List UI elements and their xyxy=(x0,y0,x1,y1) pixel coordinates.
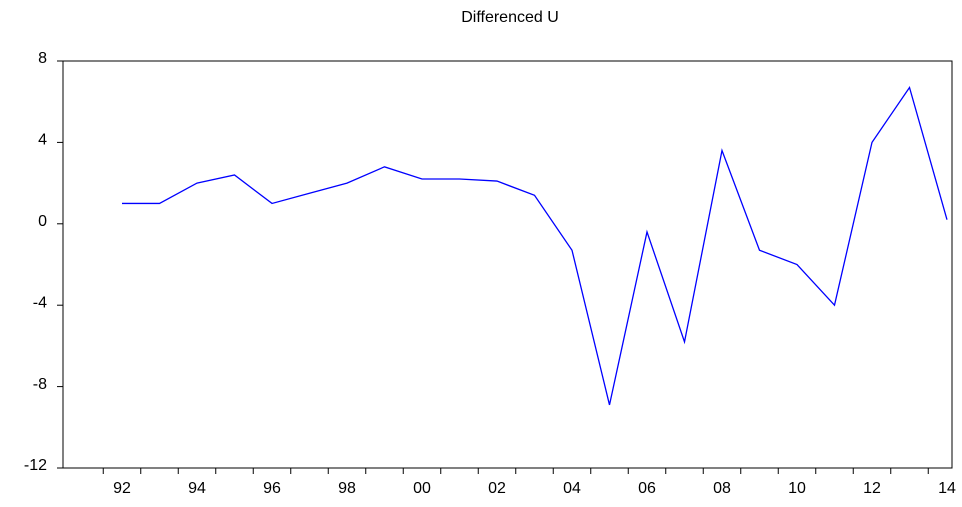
data-line xyxy=(122,85,948,406)
x-tick-label: 98 xyxy=(338,480,356,497)
y-tick-label: 4 xyxy=(38,132,47,149)
y-tick-label: 8 xyxy=(38,50,47,67)
x-tick-label: 02 xyxy=(488,480,506,497)
x-tick-label: 06 xyxy=(638,480,656,497)
x-tick-label: 04 xyxy=(563,480,581,497)
x-tick-label: 08 xyxy=(713,480,731,497)
x-tick-label: 12 xyxy=(863,480,881,497)
x-tick-label: 00 xyxy=(413,480,431,497)
y-tick-label: -12 xyxy=(24,457,47,474)
y-tick-label: -8 xyxy=(33,376,47,393)
plot-frame xyxy=(62,60,953,469)
chart-title: Differenced U xyxy=(461,9,559,26)
x-tick-label: 92 xyxy=(113,480,131,497)
x-tick-label: 14 xyxy=(938,480,956,497)
x-tick-label: 96 xyxy=(263,480,281,497)
y-tick-label: -4 xyxy=(33,294,47,311)
x-tick-label: 94 xyxy=(188,480,206,497)
x-tick-label: 10 xyxy=(788,480,806,497)
y-tick-label: 0 xyxy=(38,213,47,230)
